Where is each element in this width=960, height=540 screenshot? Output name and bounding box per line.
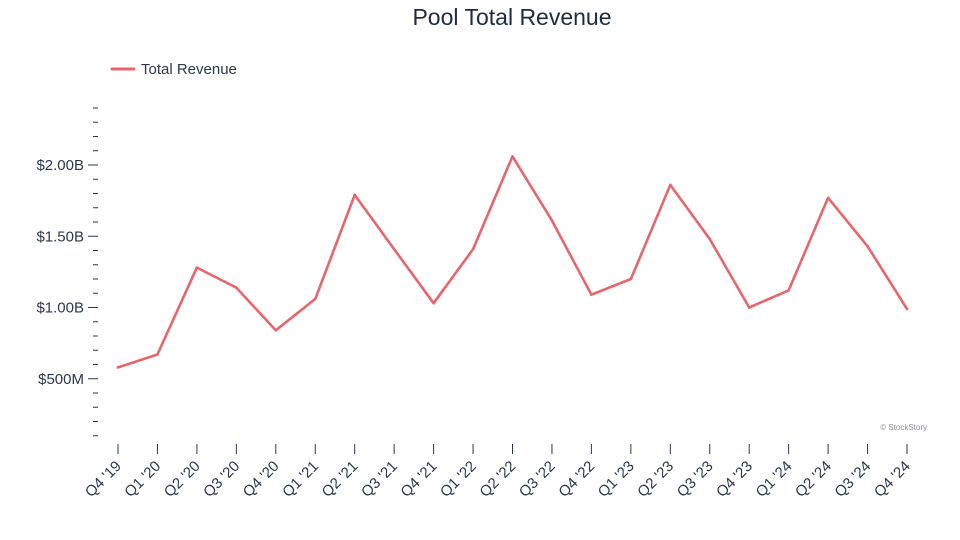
data-point xyxy=(353,193,357,197)
x-tick-label: Q2 '24 xyxy=(792,458,835,501)
x-tick-label: Q1 '22 xyxy=(437,458,480,501)
data-point xyxy=(156,353,159,356)
x-tick-label: Q4 '19 xyxy=(82,458,125,501)
x-tick-label: Q4 '23 xyxy=(713,458,756,501)
chart-title: Pool Total Revenue xyxy=(412,4,611,30)
x-tick-label: Q4 '24 xyxy=(871,458,914,501)
x-tick-label: Q1 '20 xyxy=(121,458,164,501)
x-tick-label: Q3 '20 xyxy=(200,458,243,501)
data-point xyxy=(747,306,751,309)
x-tick-label: Q2 '23 xyxy=(634,458,677,501)
data-point xyxy=(313,297,317,301)
series-line-total-revenue xyxy=(116,155,909,369)
data-point xyxy=(471,247,475,251)
data-point xyxy=(866,244,869,248)
x-tick-label: Q4 '21 xyxy=(397,458,440,501)
data-point xyxy=(392,247,396,251)
series-layer xyxy=(116,155,909,369)
credit-text: © StockStory xyxy=(880,423,927,432)
x-tick-label: Q3 '22 xyxy=(516,458,559,501)
data-point xyxy=(669,183,672,187)
data-point xyxy=(787,289,790,292)
data-point xyxy=(511,155,514,158)
data-point xyxy=(116,366,120,369)
y-axis: $500M $1.00B $1.50B $2.00B xyxy=(36,107,98,437)
x-tick-label: Q4 '20 xyxy=(240,458,283,501)
y-tick-label: $1.50B xyxy=(36,228,84,245)
x-tick-label: Q1 '24 xyxy=(753,458,796,501)
x-tick-label: Q3 '24 xyxy=(831,458,874,501)
data-point xyxy=(235,286,238,289)
x-tick-label: Q2 '22 xyxy=(476,458,519,501)
data-point xyxy=(629,277,633,281)
data-point xyxy=(826,196,830,200)
data-point xyxy=(550,219,554,222)
legend-label: Total Revenue xyxy=(141,61,237,78)
data-point xyxy=(274,329,278,332)
x-tick-label: Q2 '20 xyxy=(161,458,204,501)
legend: Total Revenue xyxy=(110,61,237,78)
x-tick-label: Q4 '22 xyxy=(555,458,598,501)
x-tick-label: Q3 '21 xyxy=(358,458,401,501)
y-tick-label: $2.00B xyxy=(36,157,84,174)
x-tick-label: Q2 '21 xyxy=(319,458,362,501)
x-tick-label: Q1 '21 xyxy=(279,458,322,501)
y-tick-label: $500M xyxy=(38,371,84,388)
data-point xyxy=(905,307,909,311)
data-point xyxy=(195,266,199,269)
data-point xyxy=(590,293,593,296)
x-tick-label: Q1 '23 xyxy=(595,458,638,501)
data-point xyxy=(708,237,712,241)
y-tick-label: $1.00B xyxy=(36,300,84,317)
data-point xyxy=(432,301,435,305)
x-tick-label: Q3 '23 xyxy=(674,458,717,501)
